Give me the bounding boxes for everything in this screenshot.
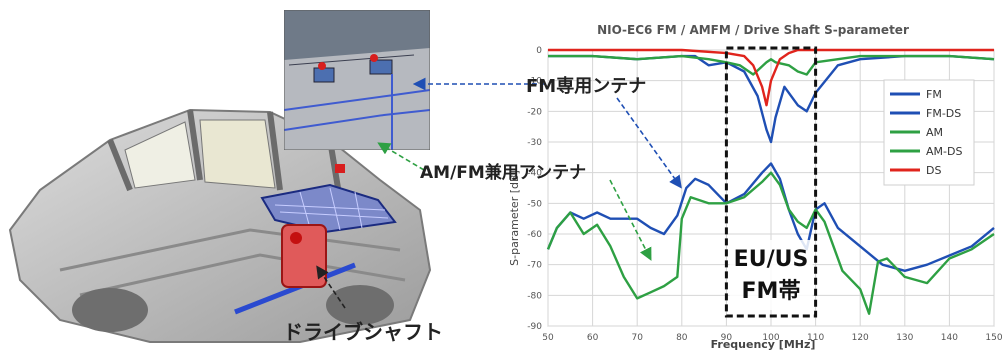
y-tick-label: -40 [527, 169, 542, 179]
x-tick-label: 70 [631, 333, 643, 343]
y-tick-label: -20 [527, 107, 542, 117]
legend-label: AM-DS [926, 145, 962, 158]
y-axis-label: S-parameter [dB] [508, 170, 521, 266]
fm-band-label-band: FM帯 [742, 278, 801, 304]
x-axis-label: Frequency [MHz] [711, 338, 816, 350]
x-tick-label: 90 [721, 333, 733, 343]
chart-title: NIO-EC6 FM / AMFM / Drive Shaft S-parame… [597, 23, 909, 37]
fm-band-label-region: EU/US [734, 247, 809, 272]
s-parameter-chart: NIO-EC6 FM / AMFM / Drive Shaft S-parame… [498, 8, 1004, 350]
x-tick-label: 80 [676, 333, 688, 343]
x-tick-label: 150 [985, 333, 1002, 343]
antenna-amp-red [335, 164, 345, 173]
chart-legend: FM FM-DS AM AM-DS DS [883, 79, 975, 186]
fm-antenna-callout: FM専用ンテナ [526, 76, 647, 97]
motor-housing [281, 224, 327, 288]
series-line-am-ds [548, 54, 995, 76]
rear-window-antenna [260, 183, 397, 234]
legend-label: AM [926, 126, 943, 139]
x-tick-label: 100 [762, 333, 779, 343]
y-tick-label: -30 [527, 138, 542, 148]
fm-band-highlight-box [724, 46, 818, 318]
x-tick-label: 140 [941, 333, 958, 343]
x-tick-label: 60 [587, 333, 599, 343]
legend-label: FM-DS [926, 107, 961, 120]
x-tick-label: 130 [896, 333, 913, 343]
drive-shaft-callout: ドライブシャフト [283, 320, 443, 344]
series-line-am [546, 171, 995, 315]
x-tick-label: 50 [542, 333, 554, 343]
y-tick-label: -50 [527, 199, 542, 209]
car-body-illustration [8, 108, 432, 343]
legend-label: FM [926, 88, 942, 101]
y-tick-label: -80 [527, 291, 542, 301]
x-tick-label: 110 [807, 333, 824, 343]
y-tick-label: -90 [527, 322, 542, 332]
y-tick-label: -10 [527, 77, 542, 87]
amfm-antenna-callout: AM/FM兼用アンテナ [420, 163, 587, 183]
fm-antenna-inset-photo [284, 10, 430, 150]
y-tick-label: 0 [536, 46, 542, 56]
x-tick-label: 120 [852, 333, 869, 343]
y-tick-label: -60 [527, 230, 542, 240]
y-tick-label: -70 [527, 261, 542, 271]
series-line-ds [548, 48, 994, 107]
legend-label: DS [926, 164, 941, 177]
